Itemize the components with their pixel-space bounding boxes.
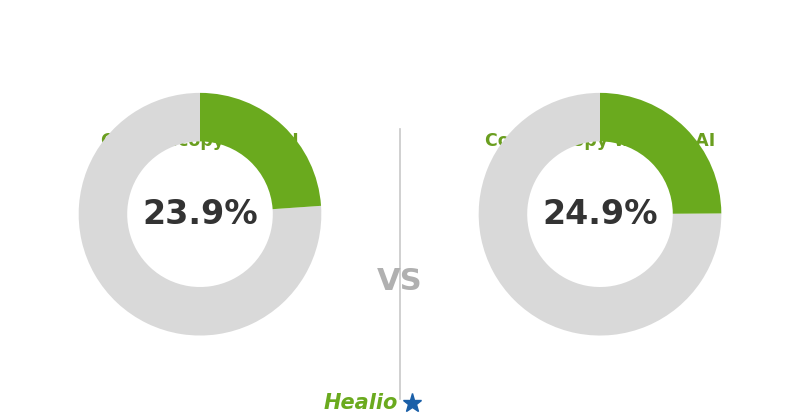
Text: Colonoscopy with AI: Colonoscopy with AI xyxy=(101,132,299,150)
Text: 23.9%: 23.9% xyxy=(142,198,258,231)
Text: Computer-aided polyp detection exhibited: Computer-aided polyp detection exhibited xyxy=(150,32,650,52)
Text: Healio: Healio xyxy=(323,394,398,413)
Wedge shape xyxy=(200,93,321,209)
Wedge shape xyxy=(478,93,722,336)
Text: Colonoscopy without AI: Colonoscopy without AI xyxy=(485,132,715,150)
Text: 24.9%: 24.9% xyxy=(542,198,658,231)
Text: “no impact” on serrated polyp detection:: “no impact” on serrated polyp detection: xyxy=(156,80,644,100)
Text: VS: VS xyxy=(377,268,423,297)
Wedge shape xyxy=(600,93,722,214)
Wedge shape xyxy=(78,93,322,336)
